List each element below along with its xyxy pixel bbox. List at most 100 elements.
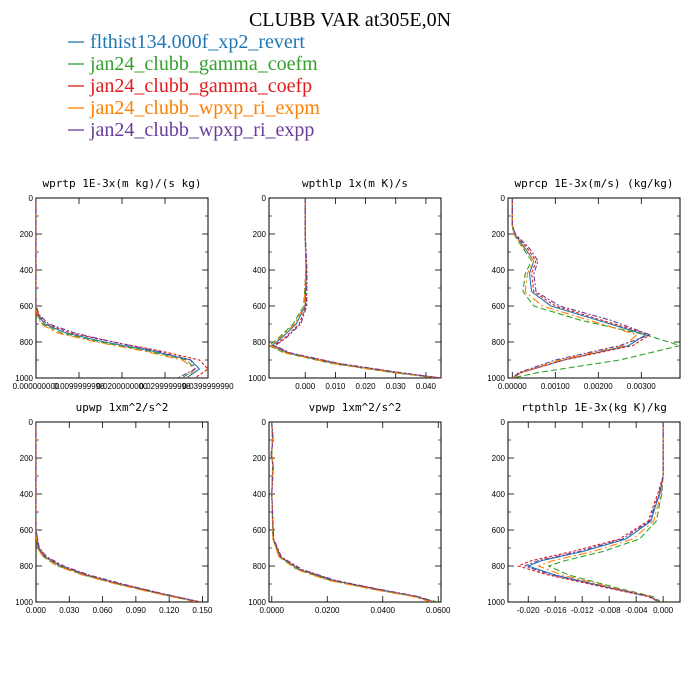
- series-line: [36, 198, 196, 378]
- x-tick-label: 0.0200: [315, 606, 340, 615]
- series-line: [36, 422, 201, 602]
- plot-frame: [268, 197, 442, 379]
- y-tick-label: 200: [20, 454, 34, 463]
- y-tick-label: 400: [20, 490, 34, 499]
- y-tick-label: 800: [20, 338, 34, 347]
- x-tick-label: 0.00000: [498, 382, 527, 391]
- series-group: [270, 422, 439, 602]
- x-tick-label: 0.0600: [426, 606, 451, 615]
- y-tick-label: 200: [253, 230, 267, 239]
- series-group: [511, 198, 680, 378]
- legend-entry: jan24_clubb_gamma_coefm: [89, 53, 318, 75]
- panel-title: wprcp 1E-3x(m/s) (kg/kg): [515, 177, 674, 190]
- plot-frame: [35, 197, 209, 379]
- series-line: [274, 198, 441, 378]
- x-tick-label: 0.010: [325, 382, 346, 391]
- series-group: [517, 422, 664, 602]
- series-group: [36, 422, 202, 602]
- x-tick-label: -0.008: [598, 606, 621, 615]
- y-tick-label: 400: [492, 490, 506, 499]
- y-tick-label: 200: [492, 230, 506, 239]
- x-tick-label: -0.012: [571, 606, 594, 615]
- series-line: [36, 422, 198, 602]
- series-line: [511, 198, 638, 378]
- y-tick-label: 1000: [248, 598, 266, 607]
- y-tick-label: 1000: [487, 598, 505, 607]
- series-line: [36, 422, 202, 602]
- y-tick-label: 0: [262, 418, 267, 427]
- y-tick-label: 600: [20, 526, 34, 535]
- x-tick-label: 0.00300: [627, 382, 656, 391]
- series-line: [272, 198, 441, 378]
- legend: flthist134.000f_xp2_revertjan24_clubb_ga…: [68, 31, 320, 141]
- x-tick-label: 0.00100: [541, 382, 570, 391]
- series-line: [36, 198, 208, 378]
- y-tick-label: 1000: [487, 374, 505, 383]
- panels: wprtp 1E-3x(m kg)/(s kg) 0 200 400 600 800 100…: [13, 177, 681, 615]
- x-tick-label: -0.016: [544, 606, 567, 615]
- series-line: [271, 198, 441, 378]
- y-tick-label: 0: [29, 418, 34, 427]
- y-tick-label: 0: [29, 194, 34, 203]
- y-tick-label: 200: [492, 454, 506, 463]
- panel-title: vpwp 1xm^2/s^2: [309, 401, 402, 414]
- y-tick-label: 400: [20, 266, 34, 275]
- series-line: [269, 198, 439, 378]
- y-tick-label: 800: [492, 562, 506, 571]
- x-tick-label: 0.120: [159, 606, 180, 615]
- series-line: [517, 422, 664, 602]
- series-line: [271, 422, 433, 602]
- y-tick-label: 1000: [15, 374, 33, 383]
- y-tick-label: 600: [20, 302, 34, 311]
- series-line: [271, 422, 439, 602]
- panel-title: wprtp 1E-3x(m kg)/(s kg): [43, 177, 202, 190]
- series-line: [270, 422, 435, 602]
- series-group: [269, 198, 441, 378]
- plot-frame: [507, 197, 681, 379]
- series-line: [36, 198, 196, 378]
- legend-entry: flthist134.000f_xp2_revert: [90, 31, 305, 53]
- y-tick-label: 600: [492, 302, 506, 311]
- x-tick-label: 0.0000: [260, 606, 285, 615]
- y-tick-label: 200: [20, 230, 34, 239]
- y-tick-label: 1000: [15, 598, 33, 607]
- series-line: [36, 422, 199, 602]
- legend-entry: jan24_clubb_gamma_coefp: [89, 75, 312, 97]
- x-tick-label: 0.030: [386, 382, 407, 391]
- series-line: [270, 422, 433, 602]
- chart-panel: wprcp 1E-3x(m/s) (kg/kg) 0 200 400 600 800 100…: [487, 177, 681, 391]
- series-line: [269, 198, 440, 378]
- series-line: [36, 198, 196, 378]
- panel-title: upwp 1xm^2/s^2: [76, 401, 169, 414]
- plot-frame: [35, 421, 209, 603]
- series-group: [36, 198, 208, 378]
- x-tick-label: -0.004: [625, 606, 648, 615]
- x-tick-label: 0.030: [59, 606, 80, 615]
- x-tick-label: 0.00200: [584, 382, 613, 391]
- y-tick-label: 400: [253, 490, 267, 499]
- y-tick-label: 800: [492, 338, 506, 347]
- series-line: [511, 198, 651, 378]
- x-tick-label: 0.0400: [371, 606, 396, 615]
- x-tick-label: -0.020: [517, 606, 540, 615]
- series-line: [547, 422, 664, 602]
- y-tick-label: 400: [492, 266, 506, 275]
- y-tick-label: 800: [253, 562, 267, 571]
- y-tick-label: 0: [262, 194, 267, 203]
- x-tick-label: 0.150: [192, 606, 213, 615]
- x-tick-label: 0.090: [126, 606, 147, 615]
- series-line: [271, 422, 432, 602]
- x-tick-label: 0.0200000000: [96, 382, 148, 391]
- y-tick-label: 0: [501, 418, 506, 427]
- y-tick-label: 600: [253, 526, 267, 535]
- y-tick-label: 0: [501, 194, 506, 203]
- x-tick-label: 0.0099999998: [53, 382, 105, 391]
- series-line: [511, 198, 647, 378]
- panel-title: wpthlp 1x(m K)/s: [302, 177, 408, 190]
- y-tick-label: 600: [492, 526, 506, 535]
- x-tick-label: 0.000: [26, 606, 47, 615]
- chart-panel: wprtp 1E-3x(m kg)/(s kg) 0 200 400 600 800 100…: [13, 177, 234, 391]
